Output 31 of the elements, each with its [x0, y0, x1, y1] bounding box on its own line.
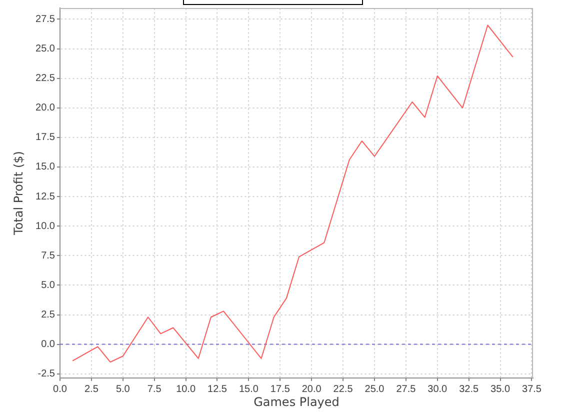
x-tick-label: 27.5: [396, 384, 416, 395]
y-tick-label: 12.5: [36, 191, 56, 202]
x-tick-label: 37.5: [522, 384, 542, 395]
y-tick-label: 5.0: [41, 280, 56, 291]
y-tick-label: 25.0: [36, 44, 56, 55]
x-tick-label: 2.5: [84, 384, 99, 395]
y-tick-label: 15.0: [36, 162, 56, 173]
x-axis-title: Games Played: [254, 394, 340, 409]
y-axis-title: Total Profit ($): [11, 151, 26, 236]
x-tick-label: 30.0: [428, 384, 448, 395]
x-tick-label: 12.5: [208, 384, 228, 395]
y-tick-label: 22.5: [36, 73, 56, 84]
y-tick-label: 10.0: [36, 220, 56, 232]
y-tick-label: 7.5: [41, 250, 56, 262]
x-tick-label: 15.0: [238, 384, 259, 395]
y-tick-label: 17.5: [36, 132, 56, 144]
x-tick-label: 22.5: [333, 384, 354, 395]
x-tick-label: 0.0: [53, 384, 68, 395]
y-tick-label: 2.5: [41, 310, 56, 321]
y-tick-label: 0.0: [41, 339, 56, 350]
x-tick-label: 17.5: [270, 384, 290, 395]
x-tick-label: 20.0: [302, 384, 322, 395]
y-tick-label: 27.5: [36, 14, 56, 25]
y-tick-label: 20.0: [36, 102, 56, 114]
x-tick-label: 32.5: [459, 384, 480, 395]
x-tick-label: 35.0: [490, 384, 510, 395]
x-tick-label: 5.0: [116, 384, 130, 395]
x-tick-label: 7.5: [147, 384, 162, 395]
x-tick-label: 25.0: [364, 384, 385, 395]
y-tick-label: -2.5: [38, 368, 56, 380]
x-tick-label: 10.0: [176, 384, 196, 395]
